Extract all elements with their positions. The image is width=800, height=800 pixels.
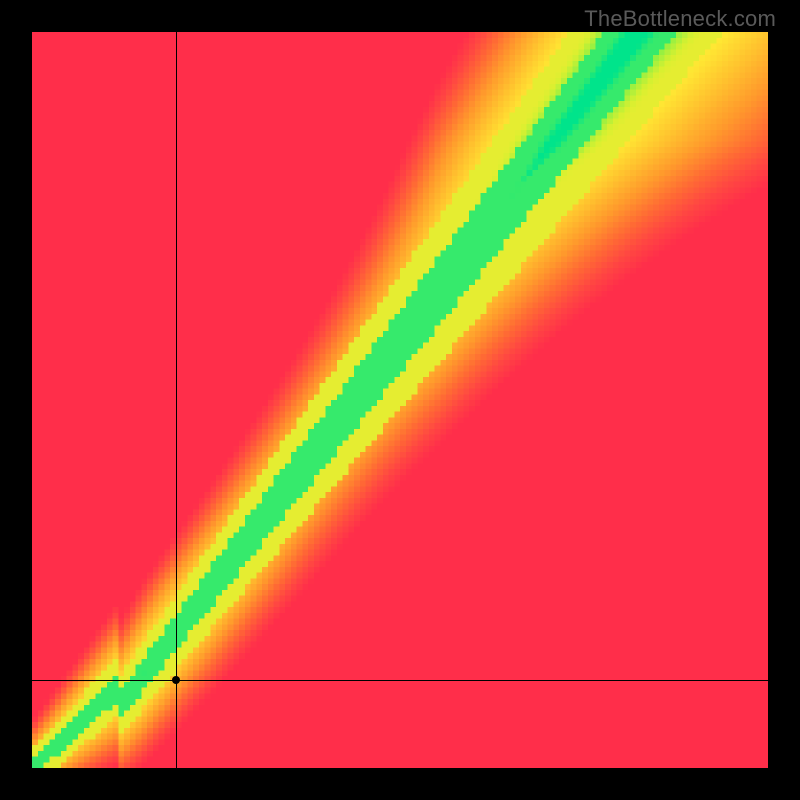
heatmap-plot xyxy=(32,32,768,768)
crosshair-marker-dot xyxy=(172,676,180,684)
heatmap-canvas xyxy=(32,32,768,768)
chart-container: TheBottleneck.com xyxy=(0,0,800,800)
crosshair-horizontal xyxy=(32,680,768,681)
watermark-text: TheBottleneck.com xyxy=(584,6,776,32)
crosshair-vertical xyxy=(176,32,177,768)
